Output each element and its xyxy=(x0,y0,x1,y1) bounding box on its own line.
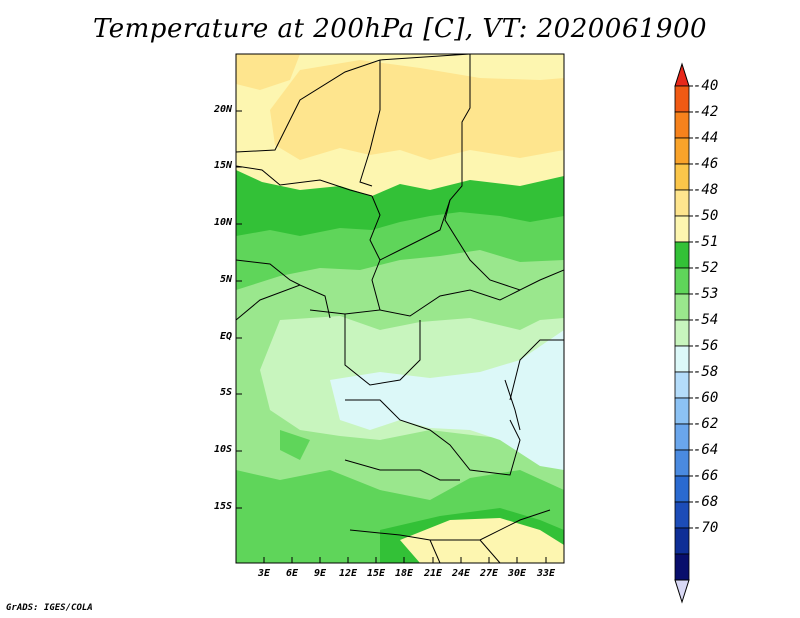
latitude-label: 10N xyxy=(213,217,232,228)
field-zone-50-south xyxy=(400,518,564,563)
latitude-label: 10S xyxy=(213,444,232,455)
border-path xyxy=(479,539,501,563)
colorbar-label: -60 xyxy=(693,390,719,406)
colorbar-label: -66 xyxy=(693,468,719,484)
colorbar-label: -46 xyxy=(693,156,719,172)
border-path xyxy=(236,165,373,197)
map-frame xyxy=(235,53,565,564)
border-path xyxy=(509,339,564,401)
colorbar-label: -62 xyxy=(693,416,719,432)
colorbar-segment xyxy=(674,293,690,321)
colorbar-label: -51 xyxy=(693,234,719,250)
colorbar-segment xyxy=(674,449,690,477)
colorbar xyxy=(674,62,693,604)
border-path xyxy=(444,54,564,291)
longitude-label: 24E xyxy=(451,568,471,579)
colorbar-label: -53 xyxy=(693,286,719,302)
country-borders xyxy=(236,54,564,563)
colorbar-segment xyxy=(674,475,690,503)
colorbar-label: -52 xyxy=(693,260,719,276)
colorbar-label: -58 xyxy=(693,364,719,380)
longitude-label: 12E xyxy=(338,568,358,579)
latitude-label: 20N xyxy=(213,104,232,115)
colorbar-segment xyxy=(674,319,690,347)
border-path xyxy=(236,259,301,286)
colorbar-segment xyxy=(674,267,690,295)
temperature-field xyxy=(236,54,564,563)
longitude-label: 27E xyxy=(479,568,499,579)
colorbar-segment xyxy=(674,85,690,113)
latitude-label: EQ xyxy=(219,331,232,342)
colorbar-label: -42 xyxy=(693,104,719,120)
colorbar-label: -48 xyxy=(693,182,719,198)
axis-ticks xyxy=(236,110,547,563)
border-path xyxy=(236,54,471,153)
longitude-label: 30E xyxy=(507,568,527,579)
colorbar-segment xyxy=(674,345,690,373)
colorbar-segment xyxy=(674,111,690,139)
longitude-label: 18E xyxy=(394,568,414,579)
field-zone-56 xyxy=(330,330,564,470)
colorbar-segment xyxy=(674,189,690,217)
latitude-label: 5S xyxy=(219,387,232,398)
field-zone-48-nw xyxy=(236,54,300,90)
border-path xyxy=(349,509,551,541)
latitude-label: 5N xyxy=(219,274,232,285)
colorbar-segment xyxy=(674,241,690,269)
longitude-label: 33E xyxy=(536,568,556,579)
border-path xyxy=(504,379,521,431)
field-zone-52 xyxy=(236,212,564,290)
colorbar-label: -50 xyxy=(693,208,719,224)
colorbar-bottom-arrow xyxy=(674,579,690,604)
field-zone-48 xyxy=(270,60,564,160)
border-path xyxy=(344,459,460,481)
colorbar-segment xyxy=(674,137,690,165)
map-title: Temperature at 200hPa [C], VT: 202006190… xyxy=(92,14,708,44)
colorbar-segment xyxy=(674,371,690,399)
field-blob-52 xyxy=(280,430,310,460)
border-path xyxy=(345,399,521,476)
longitude-label: 9E xyxy=(313,568,327,579)
border-path xyxy=(379,289,521,317)
colorbar-label: -40 xyxy=(693,78,719,94)
longitude-label: 21E xyxy=(423,568,443,579)
colorbar-top-arrow xyxy=(674,62,690,87)
colorbar-label: -54 xyxy=(693,312,719,328)
colorbar-segment xyxy=(674,501,690,529)
colorbar-label: -64 xyxy=(693,442,719,458)
colorbar-segment xyxy=(674,397,690,425)
longitude-label: 6E xyxy=(285,568,299,579)
latitude-label: 15S xyxy=(213,501,232,512)
border-path xyxy=(429,539,441,563)
colorbar-segment xyxy=(674,215,690,243)
colorbar-label: -44 xyxy=(693,130,719,146)
credit-label: GrADS: IGES/COLA xyxy=(6,603,93,613)
colorbar-segment xyxy=(674,163,690,191)
longitude-label: 15E xyxy=(366,568,386,579)
colorbar-label: -68 xyxy=(693,494,719,510)
colorbar-label: -56 xyxy=(693,338,719,354)
colorbar-segment xyxy=(674,527,690,555)
border-path xyxy=(344,314,421,386)
colorbar-segment xyxy=(674,423,690,451)
border-path xyxy=(359,60,381,187)
longitude-label: 3E xyxy=(257,568,271,579)
colorbar-segment xyxy=(674,553,690,581)
field-zone-51 xyxy=(236,170,564,250)
colorbar-label: -70 xyxy=(693,520,719,536)
latitude-label: 15N xyxy=(213,160,232,171)
